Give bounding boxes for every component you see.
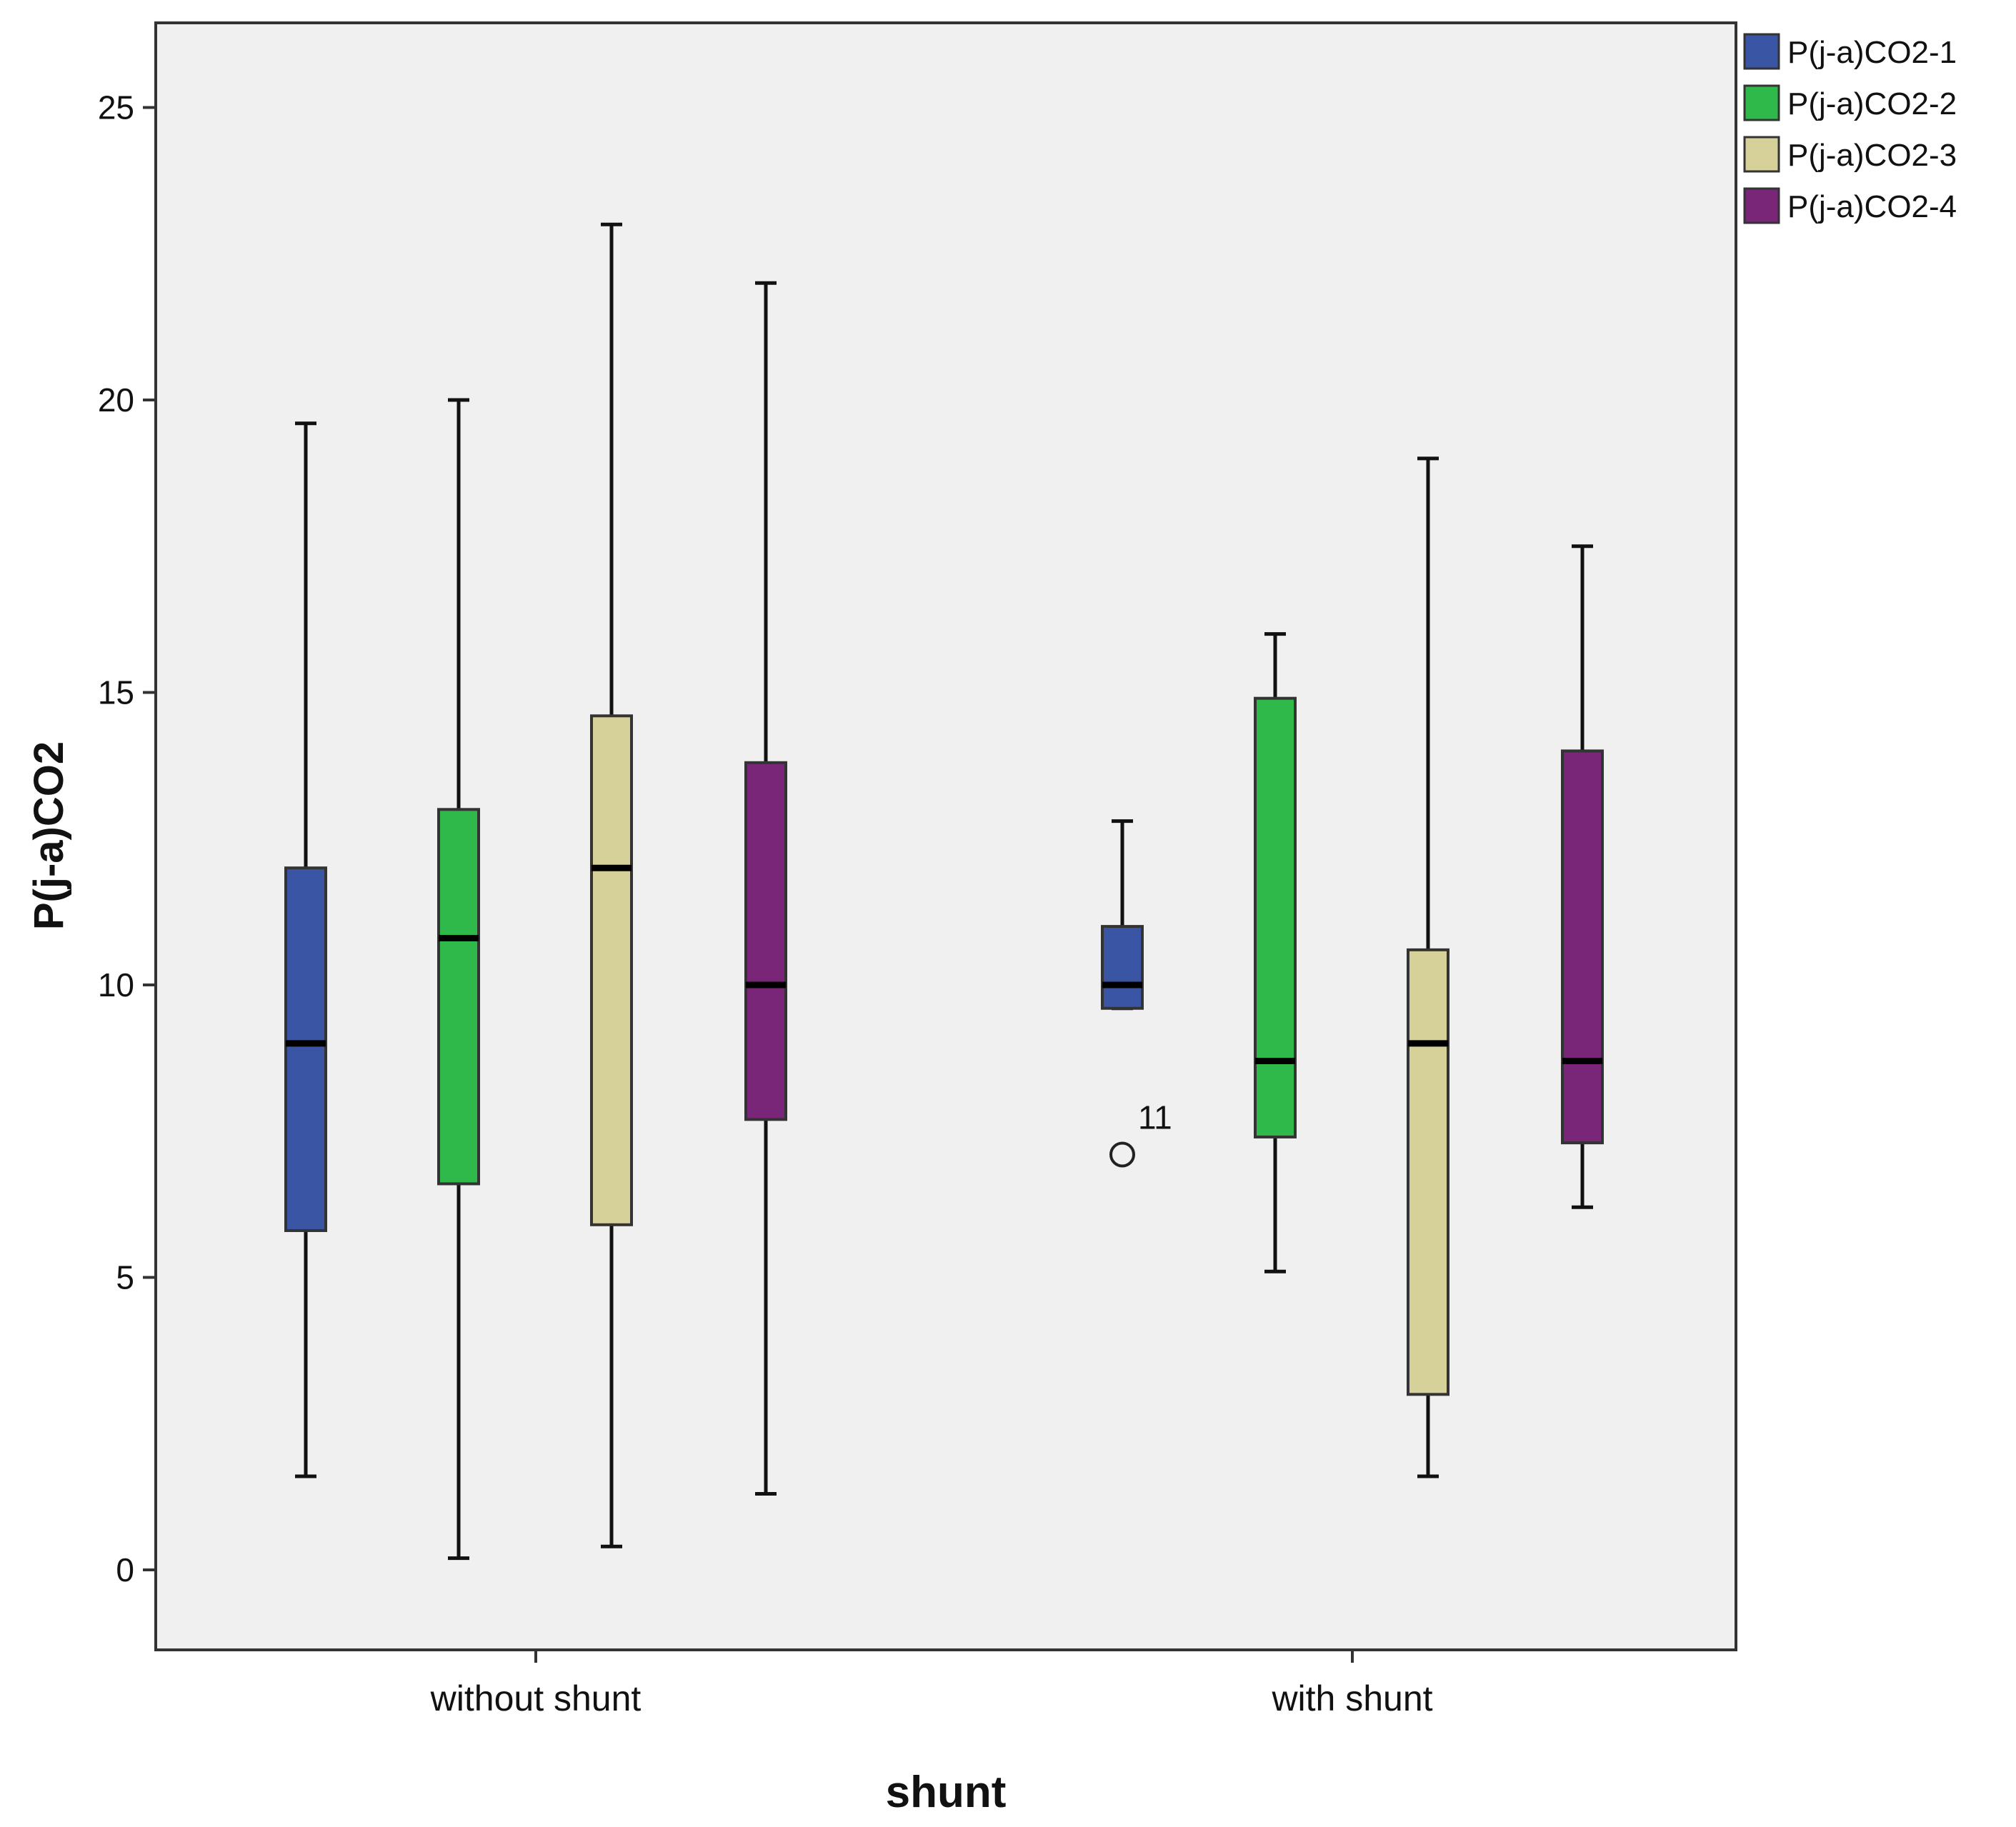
x-axis-label: shunt <box>886 1768 1007 1817</box>
legend-swatch <box>1743 84 1780 121</box>
box-iqr <box>284 866 327 1232</box>
box-iqr <box>1407 948 1449 1396</box>
legend-swatch <box>1743 33 1780 70</box>
box-p-j-a-co2-4-0 <box>744 281 787 1496</box>
x-tick-label: without shunt <box>430 1678 642 1718</box>
legend-label: P(j-a)CO2-4 <box>1787 189 1957 224</box>
legend-label: P(j-a)CO2-3 <box>1787 138 1957 173</box>
plot-area <box>154 21 1737 1651</box>
box-p-j-a-co2-3-1 <box>1407 456 1449 1478</box>
x-axis: without shunt with shunt <box>430 1650 1433 1718</box>
y-axis: 0 5 10 15 20 25 <box>98 89 156 1588</box>
box-p-j-a-co2-2-0 <box>437 398 480 1561</box>
y-tick-label: 20 <box>98 381 134 419</box>
box-p-j-a-co2-1-1 <box>1101 819 1144 1011</box>
box-p-j-a-co2-3-0 <box>590 222 633 1548</box>
y-axis-label: P(j-a)CO2 <box>26 741 72 930</box>
legend-label: P(j-a)CO2-1 <box>1787 35 1957 70</box>
box-iqr <box>437 808 480 1186</box>
legend-swatch <box>1743 136 1780 173</box>
box-iqr <box>590 714 633 1226</box>
y-tick-label: 0 <box>116 1551 134 1588</box>
box-iqr <box>1561 749 1604 1145</box>
legend-swatch <box>1743 187 1780 224</box>
y-tick-label: 15 <box>98 674 134 711</box>
box-iqr <box>744 761 787 1121</box>
y-tick-label: 25 <box>98 89 134 126</box>
legend-label: P(j-a)CO2-2 <box>1787 86 1957 121</box>
box-iqr <box>1254 696 1297 1138</box>
outlier-group: 11 <box>1109 1099 1172 1168</box>
box-p-j-a-co2-1-0 <box>284 421 327 1478</box>
box-p-j-a-co2-2-1 <box>1254 632 1297 1273</box>
x-tick-label: with shunt <box>1271 1678 1432 1718</box>
box-series-group <box>284 222 1604 1561</box>
outlier-point <box>1109 1141 1135 1168</box>
outlier-label: 11 <box>1138 1099 1172 1136</box>
legend: P(j-a)CO2-1 P(j-a)CO2-2 P(j-a)CO2-3 P(j-a)C… <box>1743 33 1957 224</box>
box-p-j-a-co2-4-1 <box>1561 544 1604 1209</box>
box-iqr <box>1101 925 1144 1010</box>
y-tick-label: 10 <box>98 966 134 1003</box>
y-tick-label: 5 <box>116 1259 134 1296</box>
